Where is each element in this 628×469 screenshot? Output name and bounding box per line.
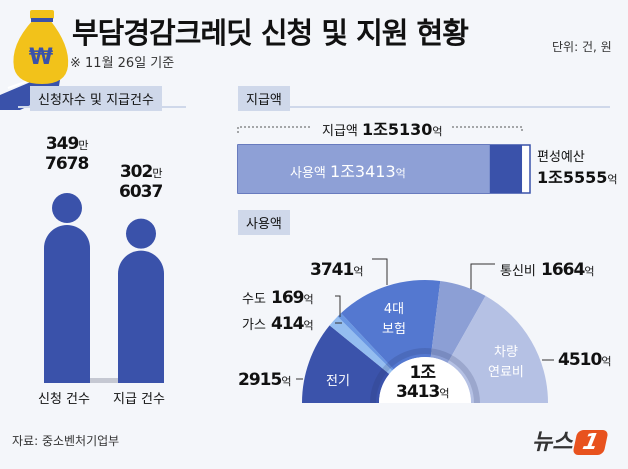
category-label: 지급 건수 <box>113 392 165 407</box>
slice-name-electricity: 전기 <box>326 374 350 389</box>
applicants-value: 349만 7678 <box>45 134 89 174</box>
donut-slice <box>341 280 441 370</box>
people-bars <box>44 193 164 383</box>
person-head <box>52 193 82 223</box>
used-bar <box>238 145 490 193</box>
donut-slice <box>329 316 393 374</box>
divider <box>18 106 186 108</box>
source-note: 자료: 중소벤처기업부 <box>12 434 120 448</box>
slice-label-water: 수도 169억 <box>242 288 314 308</box>
person-bar <box>118 250 164 383</box>
inner-ring <box>370 348 480 404</box>
slice-name-insurance: 4대 보험 <box>382 302 406 337</box>
slice-label-gas: 가스 414억 <box>242 314 314 334</box>
budget-label: 편성예산 1조5555억 <box>537 150 618 187</box>
donut-slice <box>430 280 486 363</box>
donut-center <box>379 357 471 403</box>
person-head <box>126 218 156 249</box>
divider <box>238 106 610 108</box>
donut-slice <box>337 313 394 371</box>
page-title: 부담경감크레딧 신청 및 지원 현황 <box>72 16 469 50</box>
slice-value-fuel: 4510억 <box>558 350 611 370</box>
used-label: 사용액 1조3413억 <box>290 162 406 181</box>
slice-value-electricity: 2915억 <box>238 370 291 390</box>
slice-value-insurance: 3741억 <box>310 260 363 280</box>
payments-value: 302만 6037 <box>119 162 163 202</box>
brand-logo: 뉴스 1 <box>532 424 610 456</box>
slice-label-telecom: 통신비 1664억 <box>500 260 595 280</box>
donut-slice <box>302 325 390 403</box>
category-label: 신청 건수 <box>38 392 90 407</box>
donut-slice <box>447 295 548 403</box>
unit-note: 단위: 건, 원 <box>552 40 612 54</box>
date-note: ※ 11월 26일 기준 <box>70 56 175 71</box>
section-used: 사용액 <box>238 210 290 235</box>
slice-name-fuel: 차량 연료비 <box>488 345 524 380</box>
person-bar <box>44 225 90 383</box>
paid-label: 지급액 1조5130억 <box>322 120 443 139</box>
floor-shadow <box>90 378 118 383</box>
usage-total: 1조 3413억 <box>396 363 449 402</box>
svg-text:₩: ₩ <box>29 45 53 70</box>
paid-bar-chart <box>237 118 531 194</box>
